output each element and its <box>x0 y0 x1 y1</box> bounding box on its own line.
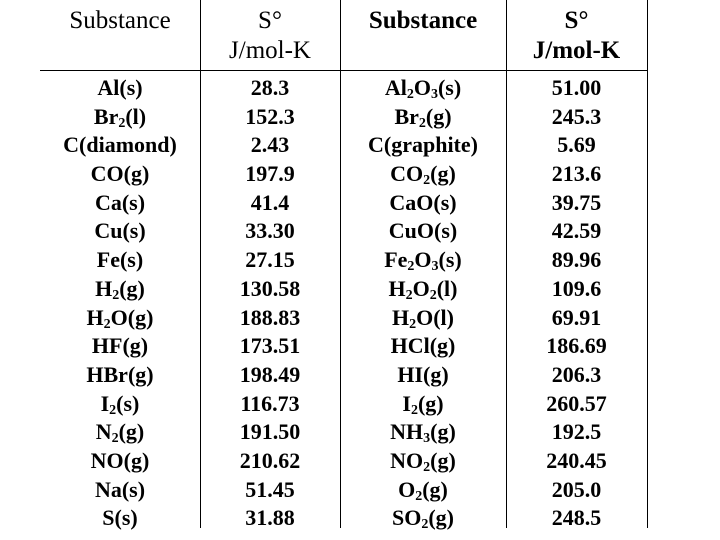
right-substance-cell: NH3(g) <box>390 419 456 447</box>
left-substance-cell: Na(s) <box>94 476 146 502</box>
left-entropy-cell: 191.50 <box>239 419 301 445</box>
left-entropy-column: 28.3 152.3 2.43 197.9 41.4 33.30 27.15 130.58 18… <box>200 74 340 533</box>
right-entropy-cell: 260.57 <box>546 390 607 416</box>
right-substance-cell: SO2(g) <box>391 505 454 533</box>
left-entropy-cell: 51.45 <box>245 476 295 502</box>
right-substance-cell: I2(g) <box>402 390 444 418</box>
header-substance-right-label: Substance <box>368 7 478 34</box>
table-divider <box>200 0 201 528</box>
header-entropy-right: S° J/mol-K <box>506 6 647 66</box>
right-substance-cell: Br2(g) <box>394 103 452 131</box>
right-substance-column: Al2O3(s) Br2(g) C(graphite) CO2(g) CaO(s) CuO… <box>340 74 506 533</box>
right-substance-cell: C(graphite) <box>368 132 478 158</box>
left-substance-cell: CO(g) <box>90 161 150 187</box>
left-substance-column: Al(s) Br2(l) C(diamond) CO(g) Ca(s) Cu(s) Fe(s… <box>40 74 200 533</box>
left-substance-cell: H2(g) <box>95 275 145 303</box>
left-entropy-cell: 198.49 <box>239 361 301 387</box>
right-entropy-cell: 245.3 <box>551 103 602 129</box>
left-substance-cell: Ca(s) <box>94 189 146 215</box>
right-substance-cell: HCl(g) <box>390 333 456 359</box>
header-substance-left: Substance <box>40 6 200 36</box>
right-entropy-cell: 186.69 <box>546 333 607 359</box>
right-substance-cell: HI(g) <box>397 361 449 387</box>
left-entropy-cell: 41.4 <box>250 189 290 215</box>
right-substance-cell: H2O2(l) <box>388 275 458 303</box>
right-entropy-cell: 248.5 <box>551 505 602 531</box>
header-entropy-left: S° J/mol-K <box>200 6 340 66</box>
left-substance-cell: Fe(s) <box>96 247 144 273</box>
header-entropy-right-symbol: S° <box>564 7 589 34</box>
left-substance-cell: I2(s) <box>100 390 140 418</box>
left-entropy-cell: 173.51 <box>239 333 301 359</box>
left-substance-cell: H2O(g) <box>86 304 154 332</box>
left-entropy-cell: 152.3 <box>245 103 295 129</box>
left-substance-cell: HF(g) <box>91 333 149 359</box>
right-substance-cell: H2O(l) <box>391 304 454 332</box>
left-entropy-cell: 33.30 <box>245 218 295 244</box>
left-entropy-cell: 27.15 <box>245 247 295 273</box>
right-substance-cell: CO2(g) <box>390 161 456 189</box>
left-entropy-cell: 130.58 <box>239 275 301 301</box>
left-substance-cell: Cu(s) <box>94 218 146 244</box>
right-entropy-cell: 42.59 <box>551 218 602 244</box>
right-substance-cell: CaO(s) <box>389 189 457 215</box>
right-entropy-cell: 213.6 <box>551 161 602 187</box>
left-substance-cell: C(diamond) <box>63 132 177 158</box>
right-entropy-cell: 51.00 <box>551 75 602 100</box>
right-entropy-cell: 192.5 <box>551 419 602 445</box>
header-entropy-left-symbol: S° <box>258 7 282 34</box>
right-entropy-cell: 240.45 <box>546 447 607 473</box>
left-substance-cell: NO(g) <box>90 447 150 473</box>
left-substance-cell: S(s) <box>102 505 138 531</box>
header-entropy-right-unit: J/mol-K <box>532 37 621 64</box>
table-divider <box>506 0 507 528</box>
right-substance-cell: Fe2O3(s) <box>384 247 462 275</box>
right-entropy-cell: 206.3 <box>551 361 602 387</box>
entropy-table: Substance S° J/mol-K Substance S° J/mol-… <box>40 0 648 532</box>
right-entropy-cell: 39.75 <box>551 189 602 215</box>
left-entropy-cell: 188.83 <box>239 304 301 330</box>
left-entropy-cell: 197.9 <box>245 161 295 187</box>
right-entropy-cell: 69.91 <box>551 304 602 330</box>
right-entropy-cell: 89.96 <box>551 247 602 273</box>
right-substance-cell: NO2(g) <box>390 447 456 475</box>
header-rule <box>40 70 648 71</box>
right-substance-cell: CuO(s) <box>388 218 458 244</box>
right-entropy-cell: 205.0 <box>551 476 602 502</box>
left-entropy-cell: 31.88 <box>245 505 295 531</box>
header-substance-left-label: Substance <box>69 7 171 34</box>
right-entropy-cell: 5.69 <box>557 132 596 158</box>
left-entropy-cell: 28.3 <box>250 75 290 100</box>
left-substance-cell: HBr(g) <box>86 361 154 387</box>
left-entropy-cell: 210.62 <box>239 447 301 473</box>
table-border <box>647 0 648 528</box>
right-substance-cell: Al2O3(s) <box>384 75 462 102</box>
right-entropy-column: 51.00 245.3 5.69 213.6 39.75 42.59 89.96 109.6 6… <box>506 74 647 533</box>
left-substance-cell: Al(s) <box>97 75 143 100</box>
header-entropy-left-unit: J/mol-K <box>229 37 311 64</box>
right-entropy-cell: 109.6 <box>551 275 602 301</box>
left-substance-cell: Br2(l) <box>93 103 147 131</box>
header-substance-right: Substance <box>340 6 506 36</box>
left-substance-cell: N2(g) <box>95 419 145 447</box>
left-entropy-cell: 2.43 <box>250 132 290 158</box>
right-substance-cell: O2(g) <box>398 476 448 504</box>
left-entropy-cell: 116.73 <box>240 390 300 416</box>
table-divider <box>340 0 341 528</box>
